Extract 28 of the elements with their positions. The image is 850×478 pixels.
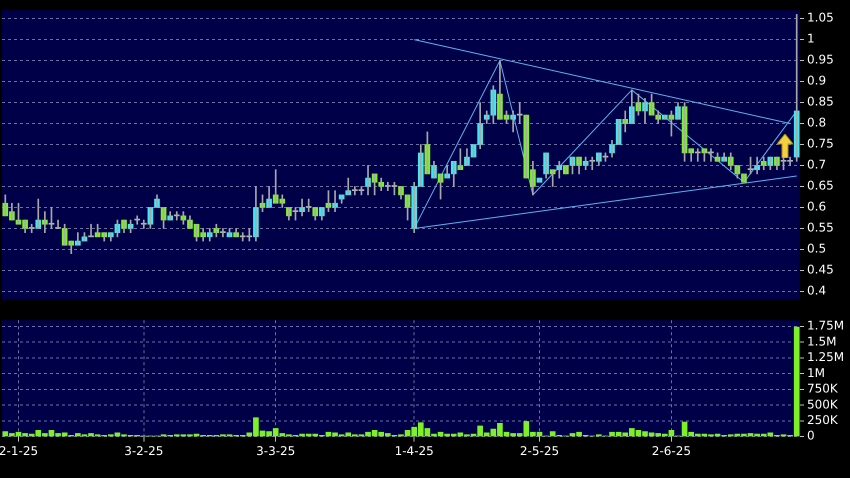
y-tick-label: 1.5M — [807, 334, 836, 348]
y-tick-label: 0.65 — [807, 178, 834, 193]
x-tick-label: 1-4-25 — [394, 444, 434, 458]
y-tick-label: 0.8 — [807, 116, 826, 130]
y-tick-label: 0 — [807, 428, 815, 443]
x-tick-label: 2-1-25 — [0, 444, 38, 458]
y-tick-label: 0.4 — [807, 284, 826, 298]
y-tick-label: 1.05 — [807, 10, 834, 25]
y-tick-label: 0.85 — [807, 94, 834, 109]
y-tick-label: 750K — [807, 382, 839, 396]
y-tick-label: 0.95 — [807, 52, 834, 67]
y-tick-label: 0.45 — [807, 262, 834, 277]
y-tick-label: 500K — [807, 397, 839, 412]
y-tick-label: 0.75 — [807, 136, 834, 151]
y-tick-label: 0.7 — [807, 158, 826, 172]
y-tick-label: 0.6 — [807, 200, 826, 214]
y-tick-label: 0.55 — [807, 220, 834, 235]
y-tick-label: 1.75M — [807, 318, 844, 333]
y-tick-label: 250K — [807, 412, 839, 427]
x-tick-label: 3-3-25 — [256, 444, 296, 458]
y-tick-label: 1.25M — [807, 350, 844, 364]
x-tick-label: 3-2-25 — [124, 444, 164, 458]
x-tick-label: 2-5-25 — [520, 444, 560, 458]
y-tick-label: 1 — [807, 32, 815, 46]
y-tick-label: 0.9 — [807, 74, 826, 88]
x-tick-label: 2-6-25 — [652, 444, 691, 458]
y-tick-label: 1M — [807, 366, 825, 380]
y-tick-label: 0.5 — [807, 242, 826, 256]
